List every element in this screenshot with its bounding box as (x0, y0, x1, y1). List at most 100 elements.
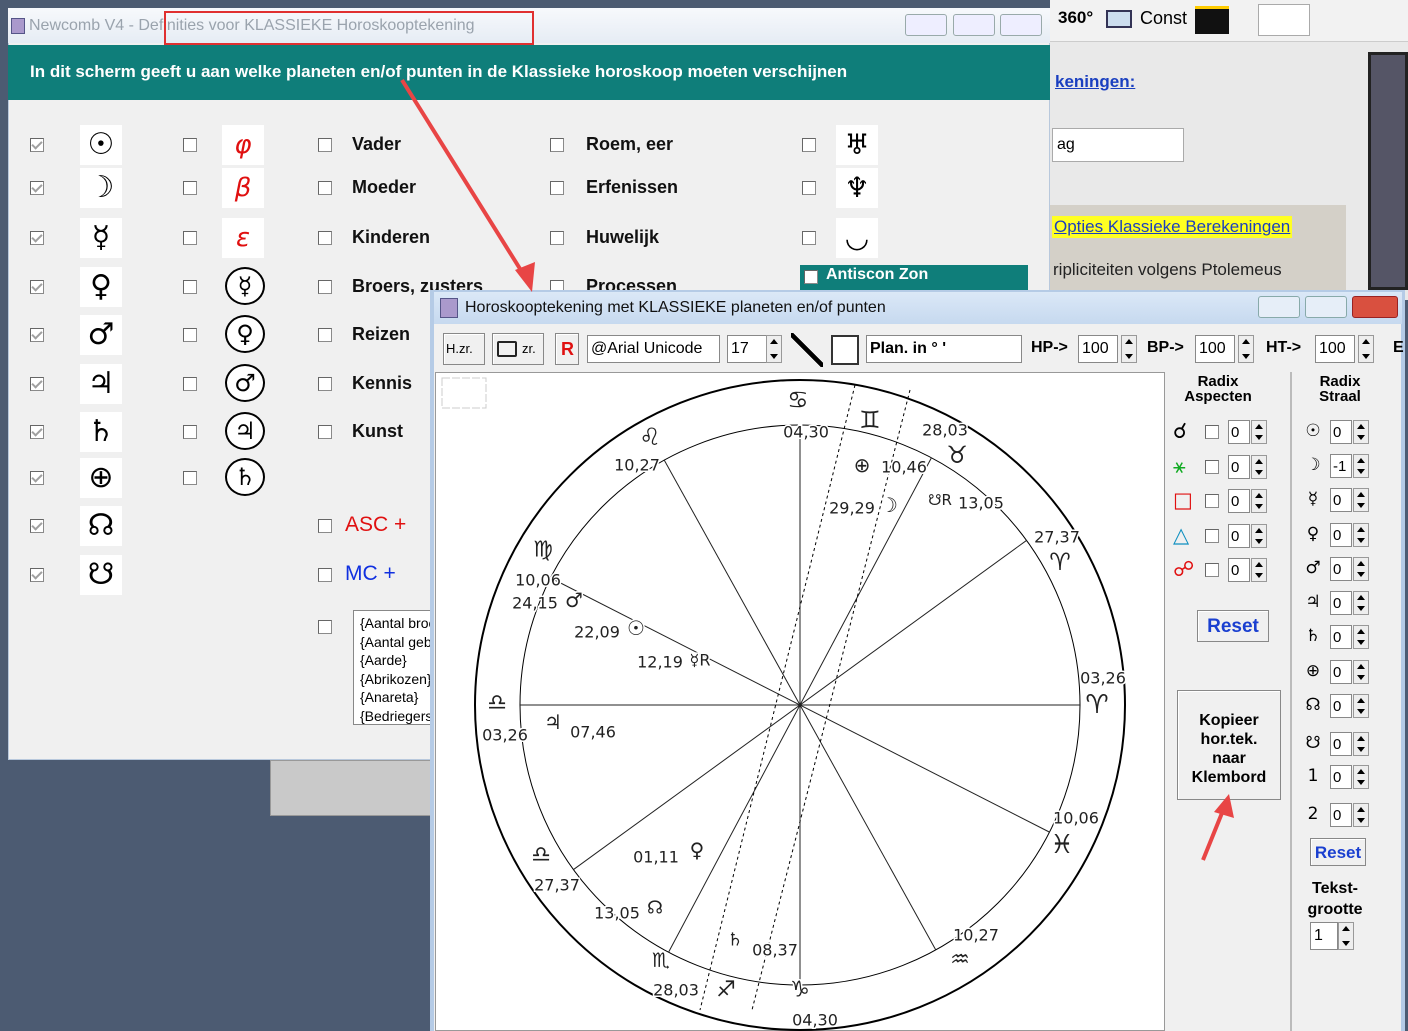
checkbox[interactable] (183, 280, 197, 294)
maximize-button[interactable] (953, 14, 995, 36)
book-icon[interactable] (1106, 10, 1132, 28)
reset-button[interactable]: Reset (1310, 838, 1366, 866)
checkbox[interactable] (318, 519, 332, 533)
checkbox[interactable] (30, 328, 44, 342)
line-tool[interactable] (791, 333, 823, 367)
numbers-icon[interactable] (1258, 4, 1310, 36)
spinner[interactable] (1353, 732, 1369, 756)
checkbox[interactable] (318, 425, 332, 439)
checkbox[interactable] (183, 377, 197, 391)
checkbox[interactable] (183, 138, 197, 152)
spinner[interactable] (1353, 660, 1369, 684)
spinner[interactable] (1358, 335, 1374, 363)
checkbox[interactable] (802, 231, 816, 245)
spinner[interactable] (1121, 335, 1137, 363)
spinner[interactable] (1353, 523, 1369, 547)
reset-button[interactable]: Reset (1197, 610, 1269, 642)
list-item[interactable]: {Bedriegers} (360, 707, 438, 724)
checkbox[interactable] (318, 377, 332, 391)
spinner[interactable] (1353, 420, 1369, 444)
spinner[interactable] (1353, 625, 1369, 649)
ray-value[interactable]: 0 (1330, 625, 1352, 649)
ray-value[interactable]: 0 (1330, 803, 1352, 827)
ray-value[interactable]: -1 (1330, 454, 1352, 478)
checkbox[interactable] (550, 231, 564, 245)
checkbox[interactable] (183, 328, 197, 342)
ray-value[interactable]: 0 (1330, 420, 1352, 444)
side-input[interactable]: ag (1052, 128, 1184, 162)
spinner[interactable] (1251, 454, 1267, 479)
aspect-value[interactable]: 0 (1228, 489, 1250, 513)
font-select[interactable]: @Arial Unicode (587, 335, 720, 363)
ray-value[interactable]: 0 (1330, 765, 1352, 789)
checkbox[interactable] (30, 377, 44, 391)
checkbox[interactable] (30, 519, 44, 533)
checkbox[interactable] (30, 425, 44, 439)
spinner[interactable] (1353, 557, 1369, 581)
ray-value[interactable]: 0 (1330, 523, 1352, 547)
checkbox[interactable] (1205, 528, 1219, 543)
spinner[interactable] (1353, 694, 1369, 718)
ray-value[interactable]: 0 (1330, 660, 1352, 684)
checkbox[interactable] (1205, 563, 1219, 577)
checkbox[interactable] (318, 181, 332, 195)
text-size-input[interactable]: 1 (1310, 922, 1338, 950)
aspect-value[interactable]: 0 (1228, 454, 1250, 479)
spinner[interactable] (1353, 803, 1369, 827)
checkbox[interactable] (30, 471, 44, 485)
bottom-button[interactable] (270, 760, 440, 816)
checkbox[interactable] (183, 181, 197, 195)
spinner[interactable] (1353, 591, 1369, 615)
checkbox[interactable] (30, 231, 44, 245)
close-button[interactable] (1352, 296, 1398, 318)
close-button[interactable] (1000, 14, 1042, 36)
checkbox[interactable] (318, 328, 332, 342)
size-input[interactable]: 100 (1078, 335, 1118, 363)
const-button[interactable]: Const (1140, 8, 1188, 28)
spinner[interactable] (1251, 523, 1267, 548)
list-item[interactable]: {Aantal geboorten} (360, 633, 452, 650)
ray-value[interactable]: 0 (1330, 591, 1352, 615)
hzr-button[interactable]: H.zr. (443, 333, 485, 365)
checkbox[interactable] (318, 568, 332, 582)
checkbox[interactable] (30, 568, 44, 582)
spinner[interactable] (1353, 488, 1369, 512)
const-icon[interactable] (1195, 6, 1229, 34)
rect-tool[interactable] (831, 335, 859, 365)
checkbox[interactable] (30, 138, 44, 152)
side-link[interactable]: Opties Klassieke Berekeningen (1052, 216, 1293, 238)
aspect-value[interactable]: 0 (1228, 523, 1250, 548)
print-button[interactable] (492, 333, 544, 365)
checkbox[interactable] (30, 181, 44, 195)
spinner[interactable] (1251, 420, 1267, 444)
checkbox[interactable] (183, 231, 197, 245)
spinner[interactable] (1251, 489, 1267, 513)
spinner[interactable] (766, 335, 782, 363)
checkbox[interactable] (550, 138, 564, 152)
checkbox[interactable] (1205, 494, 1219, 508)
antiscon-checkbox[interactable] (804, 270, 818, 284)
ray-value[interactable]: 0 (1330, 488, 1352, 512)
r-button[interactable]: R (555, 333, 579, 365)
spinner[interactable] (1353, 454, 1369, 478)
spinner[interactable] (1251, 558, 1267, 582)
minimize-button[interactable] (905, 14, 947, 36)
degrees-button[interactable]: 360° (1058, 8, 1094, 27)
spinner[interactable] (1238, 335, 1254, 363)
aspect-value[interactable]: 0 (1228, 558, 1250, 582)
checkbox[interactable] (318, 231, 332, 245)
plan-select[interactable]: Plan. in ° ' (866, 335, 1022, 363)
size-input[interactable]: 100 (1195, 335, 1235, 363)
checkbox[interactable] (183, 425, 197, 439)
spinner[interactable] (1338, 922, 1354, 950)
ray-value[interactable]: 0 (1330, 732, 1352, 756)
spinner[interactable] (1353, 765, 1369, 789)
ray-value[interactable]: 0 (1330, 557, 1352, 581)
ray-value[interactable]: 0 (1330, 694, 1352, 718)
checkbox[interactable] (1205, 425, 1219, 439)
checkbox[interactable] (318, 138, 332, 152)
size-input[interactable]: 100 (1315, 335, 1355, 363)
aspect-value[interactable]: 0 (1228, 420, 1250, 444)
list-item[interactable]: {Abrikozen} (360, 670, 432, 687)
minimize-button[interactable] (1258, 296, 1300, 318)
